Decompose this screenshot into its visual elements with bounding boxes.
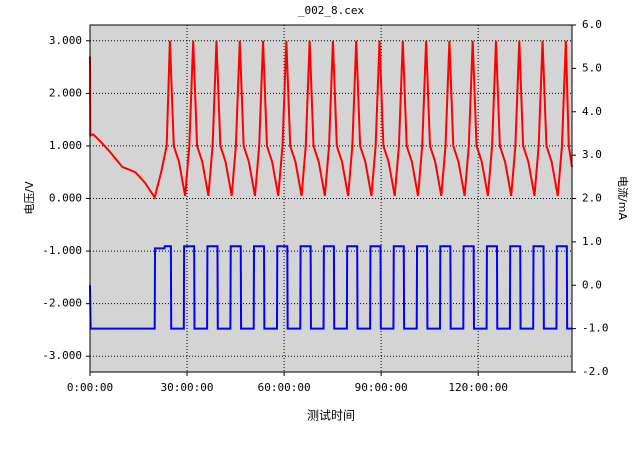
y2-tick-label: -1.0 [582,322,609,335]
y2-tick-label: 6.0 [582,18,602,31]
y-tick-label: 0.000 [49,192,82,205]
chart-title: _002_8.cex [298,4,365,17]
data-line [89,245,572,330]
y2-tick-label: 3.0 [582,148,602,161]
y2-tick-label: 0.0 [582,278,602,291]
x-tick-label: 60:00:00 [258,381,311,394]
y-tick-label: -2.000 [42,297,82,310]
y-tick-label: 3.000 [49,34,82,47]
y2-tick-label: 1.0 [582,235,602,248]
x-axis-label: 测试时间 [307,408,355,423]
x-tick-label: 90:00:00 [355,381,408,394]
y2-axis-label: 电流/mA [616,176,630,220]
y2-tick-label: 2.0 [582,192,602,205]
data-line [89,40,573,200]
x-tick-label: 120:00:00 [448,381,508,394]
y-tick-label: -1.000 [42,244,82,257]
plot-frame [89,24,573,373]
x-tick-label: 0:00:00 [67,381,113,394]
y-tick-label: -3.000 [42,349,82,362]
x-tick-label: 30:00:00 [161,381,214,394]
y2-tick-label: -2.0 [582,365,609,378]
y-tick-label: 2.000 [49,86,82,99]
y2-tick-label: 5.0 [582,61,602,74]
y-axis-label: 电压/V [23,181,36,215]
y2-tick-label: 4.0 [582,105,602,118]
y-tick-label: 1.000 [49,139,82,152]
